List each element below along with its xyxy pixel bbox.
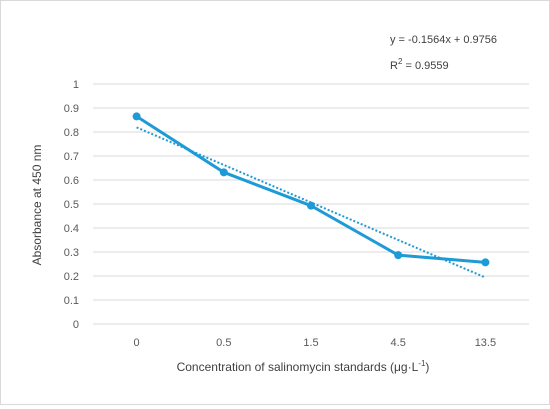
x-tick-label: 13.5 — [475, 337, 496, 349]
y-tick-label: 0.9 — [64, 103, 79, 115]
data-point — [307, 201, 315, 210]
data-point — [394, 251, 403, 260]
r-squared-value: = 0.9559 — [402, 60, 448, 72]
trendline-equation: y = -0.1564x + 0.9756 — [390, 34, 497, 46]
data-point — [481, 258, 490, 267]
y-tick-label: 0 — [73, 319, 79, 331]
x-tick-label: 1.5 — [303, 337, 318, 349]
y-tick-label: 0.1 — [64, 295, 79, 307]
x-axis-title: Concentration of salinomycin standards (… — [177, 359, 430, 374]
y-axis-title: Absorbance at 450 nm — [30, 145, 44, 266]
x-tick-label: 0 — [134, 337, 140, 349]
y-tick-label: 0.5 — [64, 199, 79, 211]
x-tick-label: 4.5 — [391, 337, 406, 349]
series-group — [132, 112, 490, 267]
y-tick-label: 0.7 — [64, 151, 79, 163]
x-axis-title-superscript: -1 — [418, 359, 426, 368]
x-tick-labels: 0 0.5 1.5 4.5 13.5 — [134, 337, 497, 349]
y-tick-label: 1 — [73, 79, 79, 91]
y-tick-label: 0.3 — [64, 247, 79, 259]
data-point — [219, 168, 228, 177]
y-tick-label: 0.2 — [64, 271, 79, 283]
y-tick-labels: 0 0.1 0.2 0.3 0.4 0.5 0.6 0.7 0.8 0.9 1 — [64, 79, 79, 331]
y-tick-label: 0.8 — [64, 127, 79, 139]
r-squared-letter: R — [390, 60, 398, 72]
x-axis-title-main: Concentration of salinomycin standards (… — [177, 360, 419, 374]
data-point — [132, 112, 141, 121]
x-axis-title-tail: ) — [425, 360, 429, 374]
series-line-0 — [135, 115, 486, 264]
r-squared-superscript: 2 — [398, 57, 403, 66]
y-tick-label: 0.4 — [64, 223, 79, 235]
x-tick-label: 0.5 — [216, 337, 231, 349]
r-squared-label: R2 = 0.9559 — [390, 57, 449, 72]
y-tick-label: 0.6 — [64, 175, 79, 187]
